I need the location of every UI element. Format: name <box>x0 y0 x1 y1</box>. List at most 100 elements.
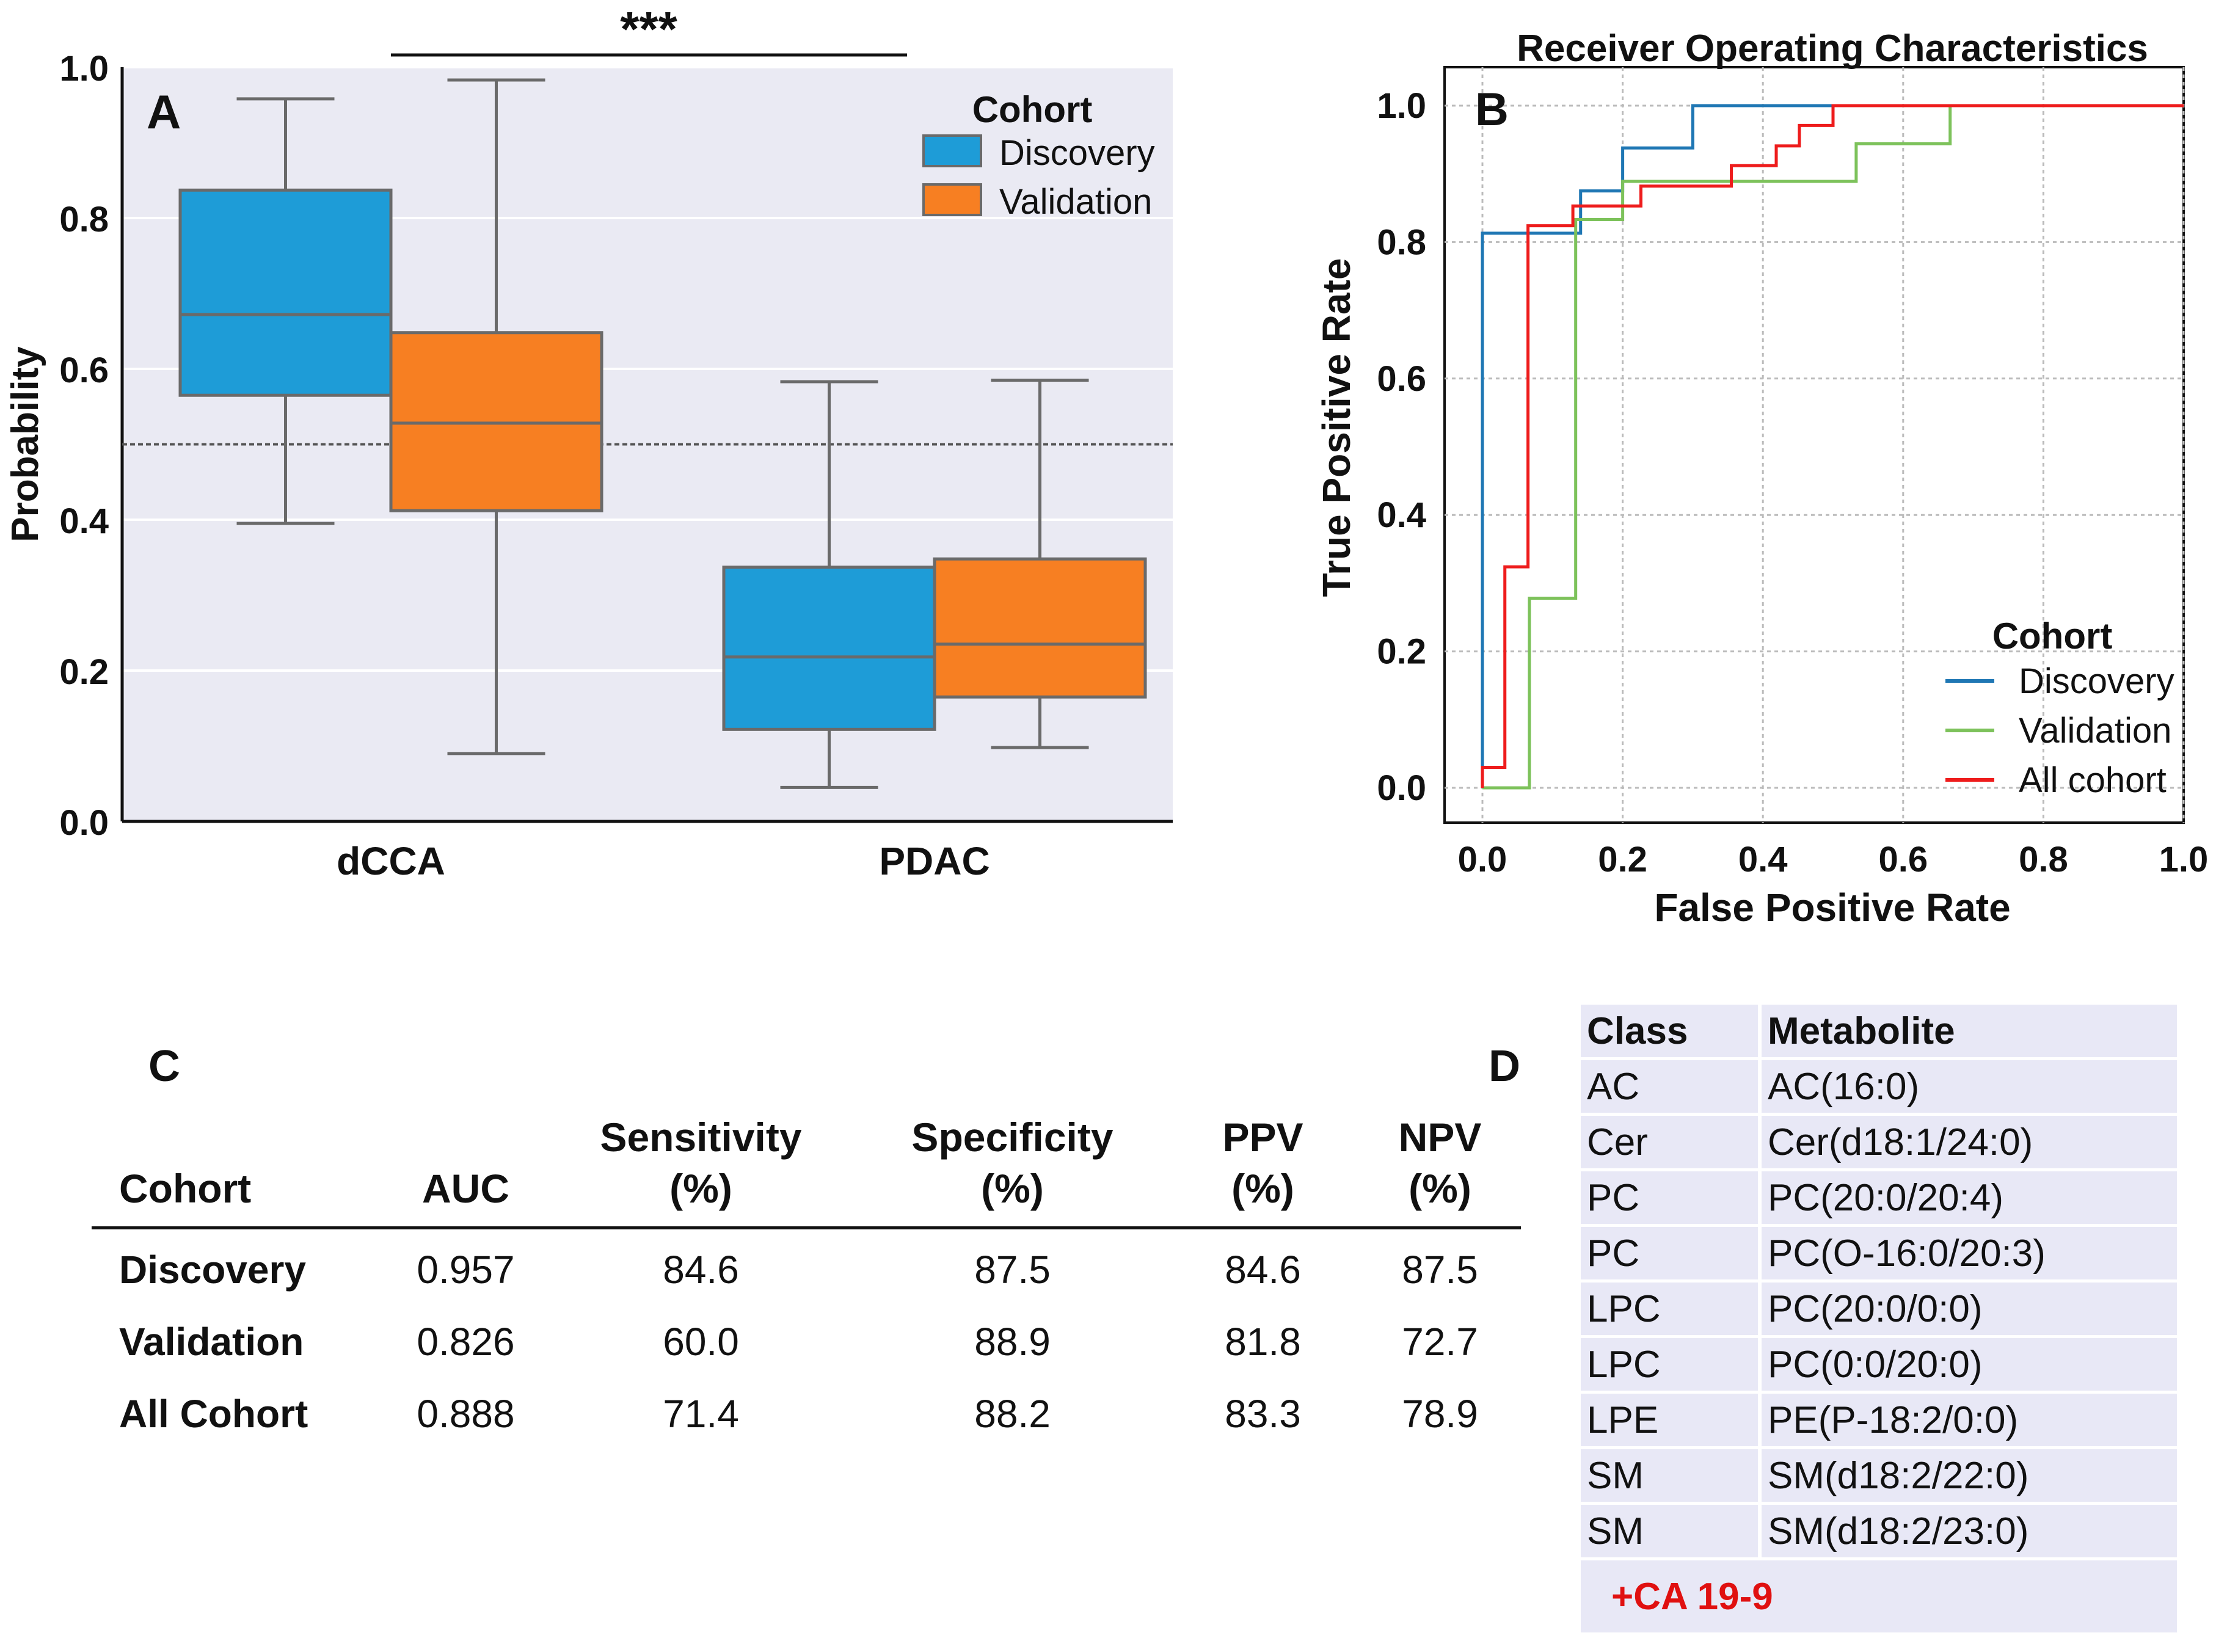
metric-cell: 0.826 <box>417 1320 515 1364</box>
column-header-unit: (%) <box>1409 1166 1471 1211</box>
y-tick-label: 0.2 <box>1377 632 1426 672</box>
column-header-line: AUC <box>422 1166 509 1211</box>
legend-swatch-validation <box>922 183 982 216</box>
metric-cell: 88.9 <box>974 1320 1051 1364</box>
metabolite-cell: PC(20:0/20:4) <box>1762 1171 2181 1224</box>
panel-a-letter: A <box>147 85 181 139</box>
panel-b-letter: B <box>1475 84 1509 136</box>
column-header: Cohort <box>92 1112 388 1228</box>
cohort-cell: Validation <box>119 1320 304 1364</box>
metric-cell: 71.4 <box>663 1392 739 1436</box>
metabolite-table: Class Metabolite AC AC(16:0) Cer Cer(d18:1/… <box>1581 1002 2181 1636</box>
metabolite-cell: PE(P-18:2/0:0) <box>1762 1394 2181 1446</box>
y-tick-label: 0.0 <box>59 803 109 843</box>
class-cell: SM <box>1581 1505 1762 1557</box>
metric-cell: 60.0 <box>663 1320 739 1364</box>
class-cell: Cer <box>1581 1116 1762 1168</box>
performance-table: Cohort AUC Sensitivity (%) Specificity (%) PPV… <box>92 1112 1521 1446</box>
y-tick-label: 1.0 <box>59 49 109 89</box>
column-header-line: Cohort <box>119 1166 252 1211</box>
roc-legend-label: All cohort <box>2019 760 2167 800</box>
table-row: PC PC(O-16:0/20:3) <box>1581 1227 2181 1279</box>
table-row: PC PC(20:0/20:4) <box>1581 1171 2181 1224</box>
table-row: All Cohort 0.888 71.4 88.2 83.3 78.9 <box>92 1374 1521 1446</box>
panel-b-roc-chart: 0.0 0.2 0.4 0.6 0.8 1.0 0.0 0.2 0.4 0.6 0.8 1.0 Rece… <box>1314 27 2209 930</box>
table-row: AC AC(16:0) <box>1581 1060 2181 1113</box>
roc-legend-label: Discovery <box>2019 661 2174 701</box>
x-tick-label: 0.0 <box>1458 840 1507 879</box>
y-tick-label: 0.2 <box>59 652 109 692</box>
panel-d-letter: D <box>1489 1042 1520 1091</box>
metabolite-cell: AC(16:0) <box>1762 1060 2181 1113</box>
y-tick-label: 0.0 <box>1377 768 1426 808</box>
class-cell: LPC <box>1581 1338 1762 1391</box>
legend-label: Validation <box>999 182 1152 222</box>
metric-cell: 0.957 <box>417 1248 515 1292</box>
column-header-line: Specificity <box>911 1115 1114 1160</box>
table-row: Discovery 0.957 84.6 87.5 84.6 87.5 <box>92 1228 1521 1302</box>
column-header: Sensitivity (%) <box>544 1112 858 1228</box>
legend-swatch-discovery <box>922 134 982 167</box>
y-tick-label: 0.6 <box>1377 359 1426 399</box>
legend-label: Discovery <box>999 133 1155 173</box>
y-tick-label: 0.8 <box>59 200 109 239</box>
y-axis-label: True Positive Rate <box>1314 258 1358 597</box>
class-cell: PC <box>1581 1227 1762 1279</box>
roc-title: Receiver Operating Characteristics <box>1517 27 2148 70</box>
x-tick-label: 0.4 <box>1738 840 1788 879</box>
y-tick-label: 0.6 <box>59 351 109 390</box>
column-header-line: PPV <box>1222 1115 1303 1160</box>
cohort-cell: Discovery <box>119 1248 306 1292</box>
metric-cell: 83.3 <box>1225 1392 1301 1436</box>
table-row: LPE PE(P-18:2/0:0) <box>1581 1394 2181 1446</box>
y-tick-label: 0.4 <box>1377 495 1426 535</box>
legend-title: Cohort <box>972 89 1093 130</box>
table-row: SM SM(d18:2/23:0) <box>1581 1505 2181 1557</box>
roc-curve-all-cohort <box>1481 104 2184 788</box>
roc-legend-label: Validation <box>2019 711 2171 751</box>
x-tick-label: 0.6 <box>1878 840 1928 879</box>
column-header-unit: (%) <box>669 1166 732 1211</box>
metric-cell: 84.6 <box>663 1248 739 1292</box>
column-header: PPV (%) <box>1167 1112 1359 1228</box>
y-tick-label: 0.4 <box>59 501 109 541</box>
metabolite-cell: PC(O-16:0/20:3) <box>1762 1227 2181 1279</box>
box-discovery-pdac <box>722 566 936 731</box>
panel-c-letter: C <box>148 1042 180 1091</box>
x-tick-label: 0.2 <box>1598 840 1647 879</box>
x-tick-label: 1.0 <box>2159 840 2209 879</box>
metabolite-cell: SM(d18:2/23:0) <box>1762 1505 2181 1557</box>
metric-cell: 87.5 <box>1402 1248 1478 1292</box>
metric-cell: 78.9 <box>1402 1392 1478 1436</box>
panel-a-boxplot: 0.0 0.2 0.4 0.6 0.8 1.0 Probability dCCA PDAC ***… <box>4 2 1173 883</box>
class-header: Class <box>1581 1005 1762 1057</box>
table-row: Validation 0.826 60.0 88.9 81.8 72.7 <box>92 1301 1521 1374</box>
metabolite-cell: Cer(d18:1/24:0) <box>1762 1116 2181 1168</box>
x-tick-label: 0.8 <box>2019 840 2068 879</box>
roc-plot-frame <box>1443 66 2185 824</box>
metric-cell: 81.8 <box>1225 1320 1301 1364</box>
metabolite-cell: PC(20:0/0:0) <box>1762 1283 2181 1335</box>
roc-curve-validation <box>1482 104 2184 790</box>
column-header-line: Sensitivity <box>600 1115 802 1160</box>
class-cell: LPC <box>1581 1283 1762 1335</box>
metric-cell: 0.888 <box>417 1392 515 1436</box>
y-tick-label: 1.0 <box>1377 86 1426 126</box>
class-cell: AC <box>1581 1060 1762 1113</box>
y-axis-label: Probability <box>4 346 46 542</box>
column-header-unit: (%) <box>981 1166 1044 1211</box>
column-header: AUC <box>388 1112 544 1228</box>
column-header-line: NPV <box>1398 1115 1482 1160</box>
column-header: NPV (%) <box>1359 1112 1521 1228</box>
significance-stars: *** <box>620 2 677 56</box>
metric-cell: 72.7 <box>1402 1320 1478 1364</box>
table-row: Cer Cer(d18:1/24:0) <box>1581 1116 2181 1168</box>
column-header-unit: (%) <box>1231 1166 1294 1211</box>
table-row: LPC PC(20:0/0:0) <box>1581 1283 2181 1335</box>
box-discovery-dcca <box>178 188 393 397</box>
roc-legend-title: Cohort <box>1992 616 2113 657</box>
x-tick-label: PDAC <box>879 839 990 883</box>
metabolite-cell: PC(0:0/20:0) <box>1762 1338 2181 1391</box>
table-row: LPC PC(0:0/20:0) <box>1581 1338 2181 1391</box>
box-validation-pdac <box>933 557 1147 699</box>
